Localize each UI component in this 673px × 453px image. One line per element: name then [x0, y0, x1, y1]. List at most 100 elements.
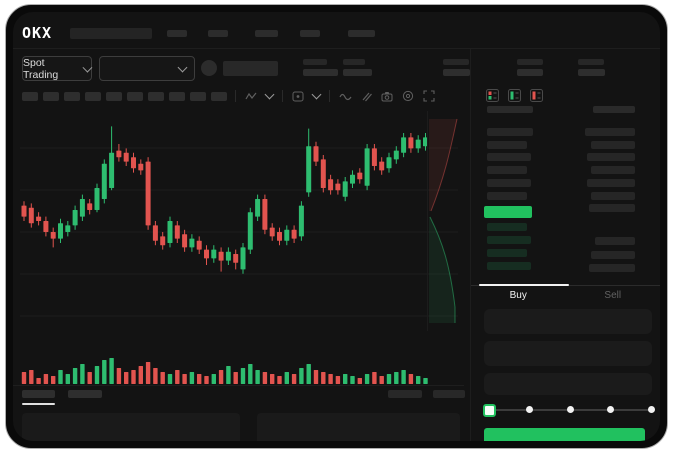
market-type-label: Spot Trading — [23, 56, 59, 81]
timeframe-button[interactable] — [190, 92, 206, 101]
candle — [94, 188, 100, 210]
candle — [167, 221, 173, 243]
app-window: OKX Spot Trading — [13, 12, 660, 441]
timeframe-button[interactable] — [43, 92, 59, 101]
stat-label-placeholder — [303, 59, 327, 65]
pair-name-placeholder — [223, 61, 278, 76]
candle — [43, 221, 49, 232]
book-bids-icon[interactable] — [508, 89, 521, 102]
stat-block — [343, 59, 372, 76]
timeframe-button[interactable] — [211, 92, 227, 101]
nav-item-placeholder[interactable] — [300, 30, 320, 37]
candle — [138, 163, 144, 171]
slider-stop[interactable] — [648, 406, 655, 413]
candle — [335, 183, 341, 191]
candle — [225, 251, 231, 261]
trade-input-field[interactable] — [484, 309, 652, 334]
slider-stop[interactable] — [566, 406, 574, 413]
candle — [196, 240, 202, 250]
trade-input-field[interactable] — [484, 373, 652, 395]
bottom-action-placeholder[interactable] — [388, 390, 422, 398]
candle — [79, 199, 85, 217]
pair-dropdown[interactable] — [99, 56, 195, 81]
market-type-selector[interactable]: Spot Trading — [22, 56, 93, 81]
amount-slider[interactable] — [483, 404, 655, 417]
bid-row[interactable] — [487, 262, 531, 270]
chevron-down-icon[interactable] — [264, 89, 275, 100]
slider-handle[interactable] — [483, 404, 496, 417]
trade-input-field[interactable] — [484, 341, 652, 366]
panel-divider — [470, 49, 471, 441]
zigzag-chart-icon[interactable] — [245, 91, 257, 101]
timeframe-button[interactable] — [85, 92, 101, 101]
candle — [350, 174, 355, 184]
candle — [50, 232, 56, 239]
compare-icon[interactable] — [361, 91, 372, 102]
bid-row[interactable] — [487, 249, 527, 257]
candle — [101, 163, 107, 199]
volume-chart — [21, 358, 428, 384]
camera-icon[interactable] — [381, 91, 393, 102]
book-all-icon[interactable] — [486, 89, 499, 102]
book-asks-icon[interactable] — [530, 89, 543, 102]
timeframe-button[interactable] — [148, 92, 164, 101]
candle — [72, 210, 78, 226]
candle — [21, 205, 27, 217]
orderbook-header-price — [487, 106, 533, 113]
candle — [131, 157, 136, 169]
chevron-down-icon — [82, 62, 93, 72]
candle — [145, 161, 151, 226]
candlestick-chart[interactable] — [20, 111, 458, 331]
candle — [152, 225, 158, 241]
candle — [291, 229, 297, 239]
candle — [415, 139, 421, 149]
candle — [269, 227, 275, 237]
ask-row[interactable] — [487, 191, 527, 200]
nav-search-placeholder[interactable] — [70, 28, 152, 39]
amount-row — [591, 166, 635, 175]
ask-row[interactable] — [487, 128, 533, 136]
slider-stop[interactable] — [607, 406, 615, 413]
candle — [65, 225, 71, 232]
amount-row — [595, 237, 635, 245]
nav-item-placeholder[interactable] — [255, 30, 278, 37]
buy-submit-button[interactable] — [484, 428, 645, 441]
okx-logo[interactable]: OKX — [22, 24, 52, 43]
wave-icon[interactable] — [339, 92, 352, 101]
stat-label-placeholder — [443, 59, 469, 65]
ask-row[interactable] — [487, 153, 531, 162]
amount-row — [591, 191, 635, 200]
settings-icon[interactable] — [402, 90, 414, 102]
bottom-tab[interactable] — [22, 390, 55, 398]
candle — [247, 212, 253, 250]
last-price-bar[interactable] — [484, 206, 532, 218]
stat-block — [517, 59, 543, 76]
stat-value-placeholder — [303, 69, 338, 76]
tab-sell[interactable]: Sell — [604, 290, 622, 301]
bottom-action-placeholder[interactable] — [433, 390, 465, 398]
bid-row[interactable] — [487, 223, 527, 231]
slider-stop[interactable] — [525, 406, 533, 413]
fullscreen-icon[interactable] — [423, 90, 435, 102]
ask-row[interactable] — [487, 140, 527, 149]
timeframe-button[interactable] — [106, 92, 122, 101]
depth-overlay — [427, 111, 458, 331]
ask-row[interactable] — [487, 178, 531, 187]
nav-item-placeholder[interactable] — [167, 30, 187, 37]
interval-icon[interactable] — [292, 91, 304, 102]
orderbook-view-toggles — [486, 89, 543, 102]
timeframe-button[interactable] — [127, 92, 143, 101]
nav-item-placeholder[interactable] — [348, 30, 375, 37]
chevron-down-icon[interactable] — [311, 89, 322, 100]
timeframe-button[interactable] — [22, 92, 38, 101]
timeframe-button[interactable] — [64, 92, 80, 101]
candle — [306, 146, 312, 193]
ask-row[interactable] — [487, 166, 527, 175]
timeframe-button[interactable] — [169, 92, 185, 101]
tab-buy[interactable]: Buy — [509, 290, 527, 301]
nav-item-placeholder[interactable] — [208, 30, 228, 37]
candle — [240, 247, 246, 270]
stat-value-placeholder — [578, 69, 605, 76]
bid-row[interactable] — [487, 236, 531, 244]
bottom-tab[interactable] — [68, 390, 102, 398]
